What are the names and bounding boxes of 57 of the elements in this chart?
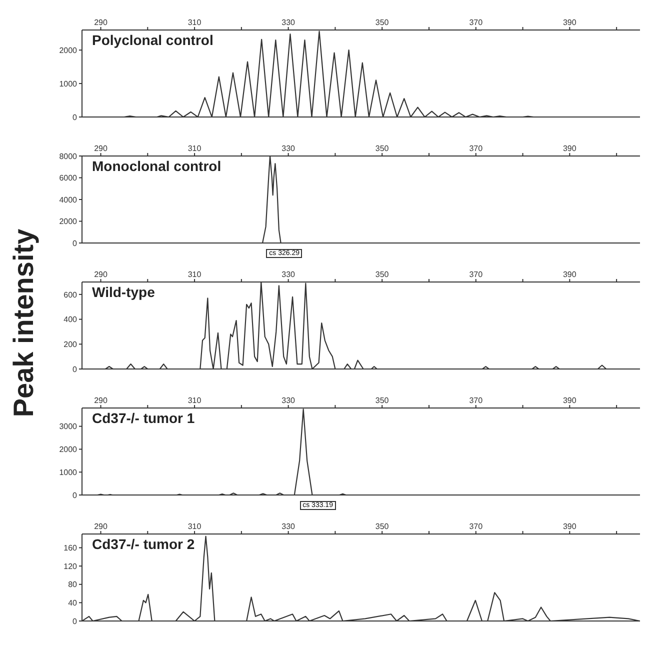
x-tick-label: 350	[375, 144, 390, 153]
x-tick-label: 370	[469, 270, 484, 279]
y-tick-label: 0	[72, 364, 78, 374]
x-tick-label: 350	[375, 522, 390, 531]
y-tick-label: 160	[64, 544, 78, 553]
x-tick-label: 390	[562, 522, 577, 531]
y-tick-label: 400	[64, 315, 78, 324]
y-axis-title: Peak intensity	[8, 228, 40, 418]
x-tick-label: 290	[94, 18, 108, 27]
x-tick-label: 370	[469, 18, 484, 27]
x-tick-label: 310	[188, 18, 202, 27]
x-tick-label: 290	[94, 396, 108, 405]
y-tick-label: 3000	[59, 422, 78, 432]
chart-title: Cd37-/- tumor 2	[92, 536, 195, 552]
x-tick-label: 390	[562, 270, 577, 279]
y-tick-label: 1000	[59, 79, 78, 88]
y-tick-label: 8000	[59, 152, 78, 161]
y-tick-label: 2000	[59, 217, 78, 226]
x-tick-label: 330	[282, 18, 296, 27]
y-tick-label: 0	[72, 112, 78, 122]
x-tick-label: 310	[188, 270, 202, 279]
y-tick-label: 600	[64, 290, 78, 300]
chart-title: Polyclonal control	[92, 32, 214, 48]
x-tick-label: 290	[94, 270, 108, 279]
x-tick-label: 310	[188, 144, 202, 153]
x-tick-label: 330	[282, 522, 296, 531]
y-tick-label: 1000	[59, 468, 78, 477]
x-tick-label: 290	[94, 522, 108, 531]
y-tick-label: 80	[68, 580, 78, 590]
chart-title: Cd37-/- tumor 1	[92, 410, 195, 426]
x-tick-label: 370	[469, 522, 484, 531]
x-tick-label: 390	[562, 144, 577, 153]
y-tick-label: 200	[64, 340, 78, 349]
y-tick-label: 0	[72, 490, 78, 500]
y-tick-label: 0	[72, 238, 78, 248]
x-tick-label: 310	[188, 522, 202, 531]
y-tick-label: 2000	[59, 445, 78, 454]
y-tick-label: 4000	[59, 195, 78, 204]
y-tick-label: 2000	[59, 46, 78, 55]
y-tick-label: 6000	[59, 174, 78, 183]
x-tick-label: 390	[562, 18, 577, 27]
x-tick-label: 390	[562, 396, 577, 405]
x-tick-label: 370	[469, 144, 484, 153]
x-tick-label: 370	[469, 396, 484, 405]
y-tick-label: 120	[64, 562, 78, 571]
x-tick-label: 350	[375, 396, 390, 405]
y-tick-label: 0	[72, 616, 78, 626]
chart-title: Monoclonal control	[92, 158, 222, 174]
x-tick-label: 330	[282, 144, 296, 153]
x-tick-label: 350	[375, 18, 390, 27]
x-tick-label: 330	[282, 396, 296, 405]
x-tick-label: 290	[94, 144, 108, 153]
chart-title: Wild-type	[92, 284, 155, 300]
x-tick-label: 330	[282, 270, 296, 279]
y-tick-label: 40	[68, 598, 78, 608]
x-tick-label: 350	[375, 270, 390, 279]
x-tick-label: 310	[188, 396, 202, 405]
